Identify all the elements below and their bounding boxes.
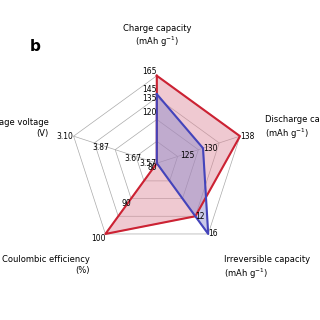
Text: 16: 16: [208, 229, 218, 238]
Text: 130: 130: [203, 144, 218, 153]
Text: 100: 100: [91, 234, 105, 243]
Text: 145: 145: [142, 85, 157, 94]
Text: Charge capacity
(mAh g$^{-1}$): Charge capacity (mAh g$^{-1}$): [123, 24, 191, 50]
Text: b: b: [30, 39, 41, 54]
Polygon shape: [105, 76, 240, 234]
Text: 138: 138: [240, 132, 254, 141]
Text: Coulombic efficiency
(%): Coulombic efficiency (%): [2, 255, 90, 275]
Text: 3.67: 3.67: [124, 154, 141, 163]
Text: 3.10: 3.10: [57, 132, 74, 141]
Text: 3.57: 3.57: [140, 159, 157, 168]
Text: 120: 120: [142, 108, 157, 117]
Text: 90: 90: [121, 199, 131, 208]
Text: 135: 135: [142, 94, 157, 103]
Text: Discharge capacity
(mAh g$^{-1}$): Discharge capacity (mAh g$^{-1}$): [265, 115, 320, 141]
Text: 3.87: 3.87: [93, 143, 110, 152]
Text: Average voltage
(V): Average voltage (V): [0, 118, 49, 138]
Text: 125: 125: [180, 151, 194, 160]
Text: 80: 80: [147, 163, 157, 172]
Text: 12: 12: [195, 212, 205, 221]
Polygon shape: [157, 94, 208, 234]
Text: Irreversible capacity
(mAh g$^{-1}$): Irreversible capacity (mAh g$^{-1}$): [224, 255, 310, 281]
Text: 165: 165: [142, 67, 157, 76]
